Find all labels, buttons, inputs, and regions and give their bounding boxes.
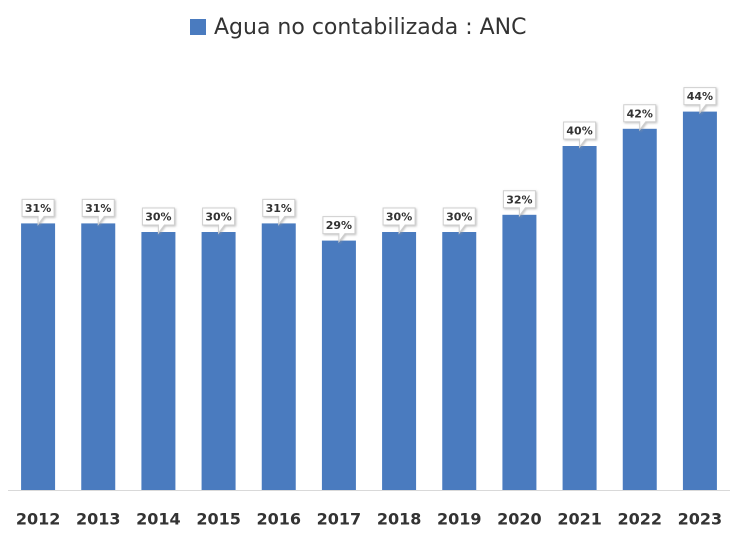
data-label: 30% — [202, 207, 236, 235]
bar — [21, 223, 56, 490]
x-tick-label: 2014 — [136, 510, 181, 529]
data-label: 30% — [141, 207, 175, 235]
data-label: 31% — [81, 198, 115, 226]
data-label-text: 30% — [205, 211, 231, 224]
x-tick-label: 2015 — [196, 510, 241, 529]
x-tick-label: 2013 — [76, 510, 121, 529]
data-label: 42% — [623, 104, 657, 132]
bar — [682, 111, 717, 490]
data-label-text: 31% — [85, 202, 111, 215]
bar — [502, 214, 537, 491]
legend-swatch — [190, 19, 206, 35]
bar — [201, 232, 236, 490]
bar — [562, 146, 597, 490]
bar — [442, 232, 477, 490]
data-label: 31% — [262, 198, 296, 226]
x-tick-label: 2019 — [437, 510, 482, 529]
bar — [141, 232, 176, 490]
bar — [382, 232, 417, 490]
callout — [262, 198, 296, 226]
bar — [81, 223, 116, 490]
legend: Agua no contabilizada : ANC — [190, 15, 526, 40]
callout — [563, 121, 597, 149]
x-tick-label: 2022 — [617, 510, 662, 529]
data-label-text: 30% — [446, 211, 472, 224]
callout — [322, 216, 356, 244]
data-label-text: 40% — [566, 125, 592, 138]
data-label-text: 31% — [25, 202, 51, 215]
x-tick-label: 2018 — [377, 510, 422, 529]
x-tick-label: 2023 — [678, 510, 723, 529]
data-label-text: 32% — [506, 193, 532, 206]
callout — [81, 198, 115, 226]
data-label-text: 42% — [627, 107, 653, 120]
data-label-text: 30% — [386, 211, 412, 224]
x-tick-label: 2017 — [317, 510, 362, 529]
data-label-text: 29% — [326, 219, 352, 232]
data-label: 44% — [683, 87, 717, 115]
data-label: 40% — [563, 121, 597, 149]
callout — [502, 190, 536, 218]
data-label: 30% — [442, 207, 476, 235]
data-label: 30% — [382, 207, 416, 235]
callout — [683, 87, 717, 115]
data-label: 29% — [322, 216, 356, 244]
callout — [442, 207, 476, 235]
data-label-text: 30% — [145, 211, 171, 224]
bar — [261, 223, 296, 490]
callout — [382, 207, 416, 235]
callout — [202, 207, 236, 235]
callout — [623, 104, 657, 132]
legend-label: Agua no contabilizada : ANC — [214, 15, 526, 40]
x-tick-label: 2012 — [16, 510, 61, 529]
callout — [141, 207, 175, 235]
data-label: 32% — [502, 190, 536, 218]
data-label: 31% — [21, 198, 55, 226]
bar — [622, 128, 657, 491]
x-tick-label: 2016 — [256, 510, 301, 529]
bar — [321, 240, 356, 490]
data-label-text: 31% — [266, 202, 292, 215]
callout — [21, 198, 55, 226]
data-label-text: 44% — [687, 90, 713, 103]
x-tick-label: 2021 — [557, 510, 602, 529]
x-tick-label: 2020 — [497, 510, 542, 529]
